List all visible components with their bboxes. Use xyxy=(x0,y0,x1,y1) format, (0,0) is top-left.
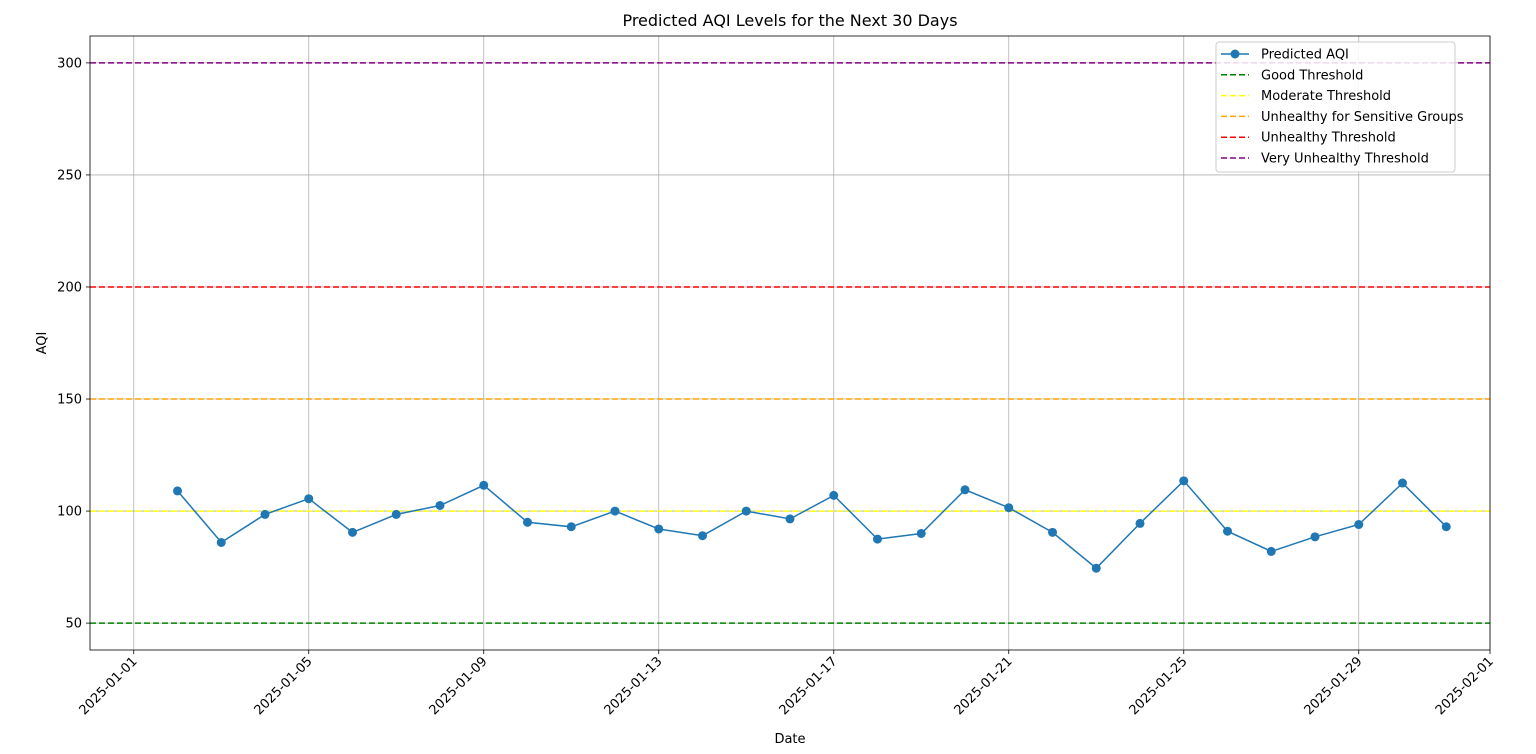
x-tick-label: 2025-02-01 xyxy=(1433,654,1497,718)
legend-box xyxy=(1215,41,1456,173)
data-point xyxy=(1441,522,1451,532)
legend-label: Unhealthy for Sensitive Groups xyxy=(1261,110,1464,125)
series-predicted-aqi xyxy=(173,476,1451,573)
chart-title: Predicted AQI Levels for the Next 30 Day… xyxy=(622,11,957,30)
data-point xyxy=(654,524,664,534)
legend-label: Very Unhealthy Threshold xyxy=(1261,152,1429,167)
data-point xyxy=(348,527,357,537)
data-point xyxy=(1091,563,1101,573)
y-tick-label: 300 xyxy=(57,56,82,71)
legend-label: Predicted AQI xyxy=(1261,48,1349,63)
y-tick-label: 250 xyxy=(57,168,82,183)
legend-label: Moderate Threshold xyxy=(1261,89,1391,104)
x-tick-label: 2025-01-29 xyxy=(1302,654,1366,718)
data-point xyxy=(1135,518,1145,528)
data-point xyxy=(1048,527,1057,537)
data-point xyxy=(435,500,445,510)
data-point xyxy=(566,522,576,532)
data-point xyxy=(916,528,926,538)
data-point xyxy=(829,490,839,500)
data-point xyxy=(873,534,882,544)
x-tick-label: 2025-01-05 xyxy=(252,654,316,718)
x-tick-label: 2025-01-21 xyxy=(952,654,1016,718)
data-point xyxy=(391,509,401,519)
data-point xyxy=(960,485,970,495)
data-point xyxy=(785,514,795,524)
data-point xyxy=(1398,478,1407,488)
legend-marker xyxy=(1230,49,1240,59)
data-point xyxy=(1004,503,1014,513)
y-axis-label: AQI xyxy=(35,332,50,355)
legend-label: Good Threshold xyxy=(1261,68,1363,83)
data-point xyxy=(173,486,182,496)
data-point xyxy=(698,531,707,541)
y-tick-label: 100 xyxy=(57,505,82,520)
x-tick-label: 2025-01-09 xyxy=(427,654,491,718)
x-tick-label: 2025-01-13 xyxy=(602,654,666,718)
y-tick-label: 150 xyxy=(57,393,82,408)
data-point xyxy=(523,517,532,527)
data-point xyxy=(1266,546,1276,556)
data-point xyxy=(216,537,226,547)
data-point xyxy=(1354,520,1364,530)
data-point xyxy=(304,494,314,504)
x-tick-label: 2025-01-01 xyxy=(77,654,141,718)
y-tick-label: 200 xyxy=(57,280,82,295)
data-point xyxy=(1310,532,1320,542)
plot-frame xyxy=(89,35,1491,651)
x-axis-label: Date xyxy=(774,732,805,747)
data-point xyxy=(610,506,620,516)
x-tick-label: 2025-01-25 xyxy=(1127,654,1191,718)
data-point xyxy=(260,509,270,519)
data-point xyxy=(479,480,489,490)
data-point xyxy=(1223,526,1232,536)
x-tick-label: 2025-01-17 xyxy=(777,654,841,718)
series-line xyxy=(176,479,1447,570)
data-point xyxy=(1179,476,1189,486)
legend-label: Unhealthy Threshold xyxy=(1261,131,1396,146)
data-point xyxy=(741,506,751,516)
y-tick-label: 50 xyxy=(65,617,82,632)
legend: Predicted AQI Good Threshold Moderate Thre… xyxy=(1215,41,1464,173)
